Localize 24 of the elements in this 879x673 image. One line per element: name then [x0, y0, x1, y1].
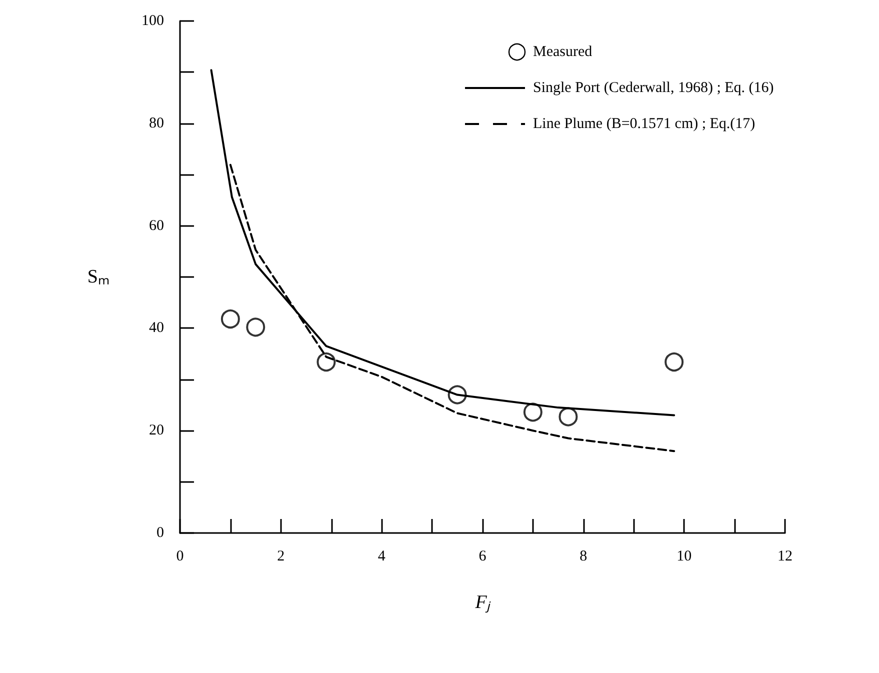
- y-tick-label: 20: [149, 422, 164, 439]
- y-tick-label: 80: [149, 115, 164, 132]
- legend-label: Single Port (Cederwall, 1968) ; Eq. (16): [533, 80, 774, 96]
- x-tick-label: 2: [277, 548, 285, 564]
- y-axis-title: Sₘ: [87, 266, 110, 288]
- point: [220, 309, 240, 328]
- point: [558, 407, 578, 426]
- point: [664, 352, 684, 372]
- point: [523, 402, 542, 422]
- point: [316, 352, 336, 372]
- x-tick-label: 4: [378, 548, 386, 564]
- y-tick-label: 0: [156, 525, 164, 541]
- x-tick-label: 8: [580, 548, 588, 564]
- legend-label: Line Plume (B=0.1571 cm) ; Eq.(17): [533, 116, 756, 132]
- y-tick-label: 60: [149, 218, 164, 234]
- x-tick-label: 0: [176, 548, 184, 564]
- x-axis-title: Fⱼ: [474, 592, 491, 613]
- point: [246, 318, 266, 337]
- y-tick-label: 100: [142, 13, 164, 29]
- x-tick-label: 12: [778, 548, 792, 564]
- y-tick-label: 40: [149, 320, 164, 336]
- x-tick-label: 10: [676, 548, 692, 564]
- legend-label: Measured: [533, 44, 593, 60]
- x-tick-label: 6: [478, 548, 487, 564]
